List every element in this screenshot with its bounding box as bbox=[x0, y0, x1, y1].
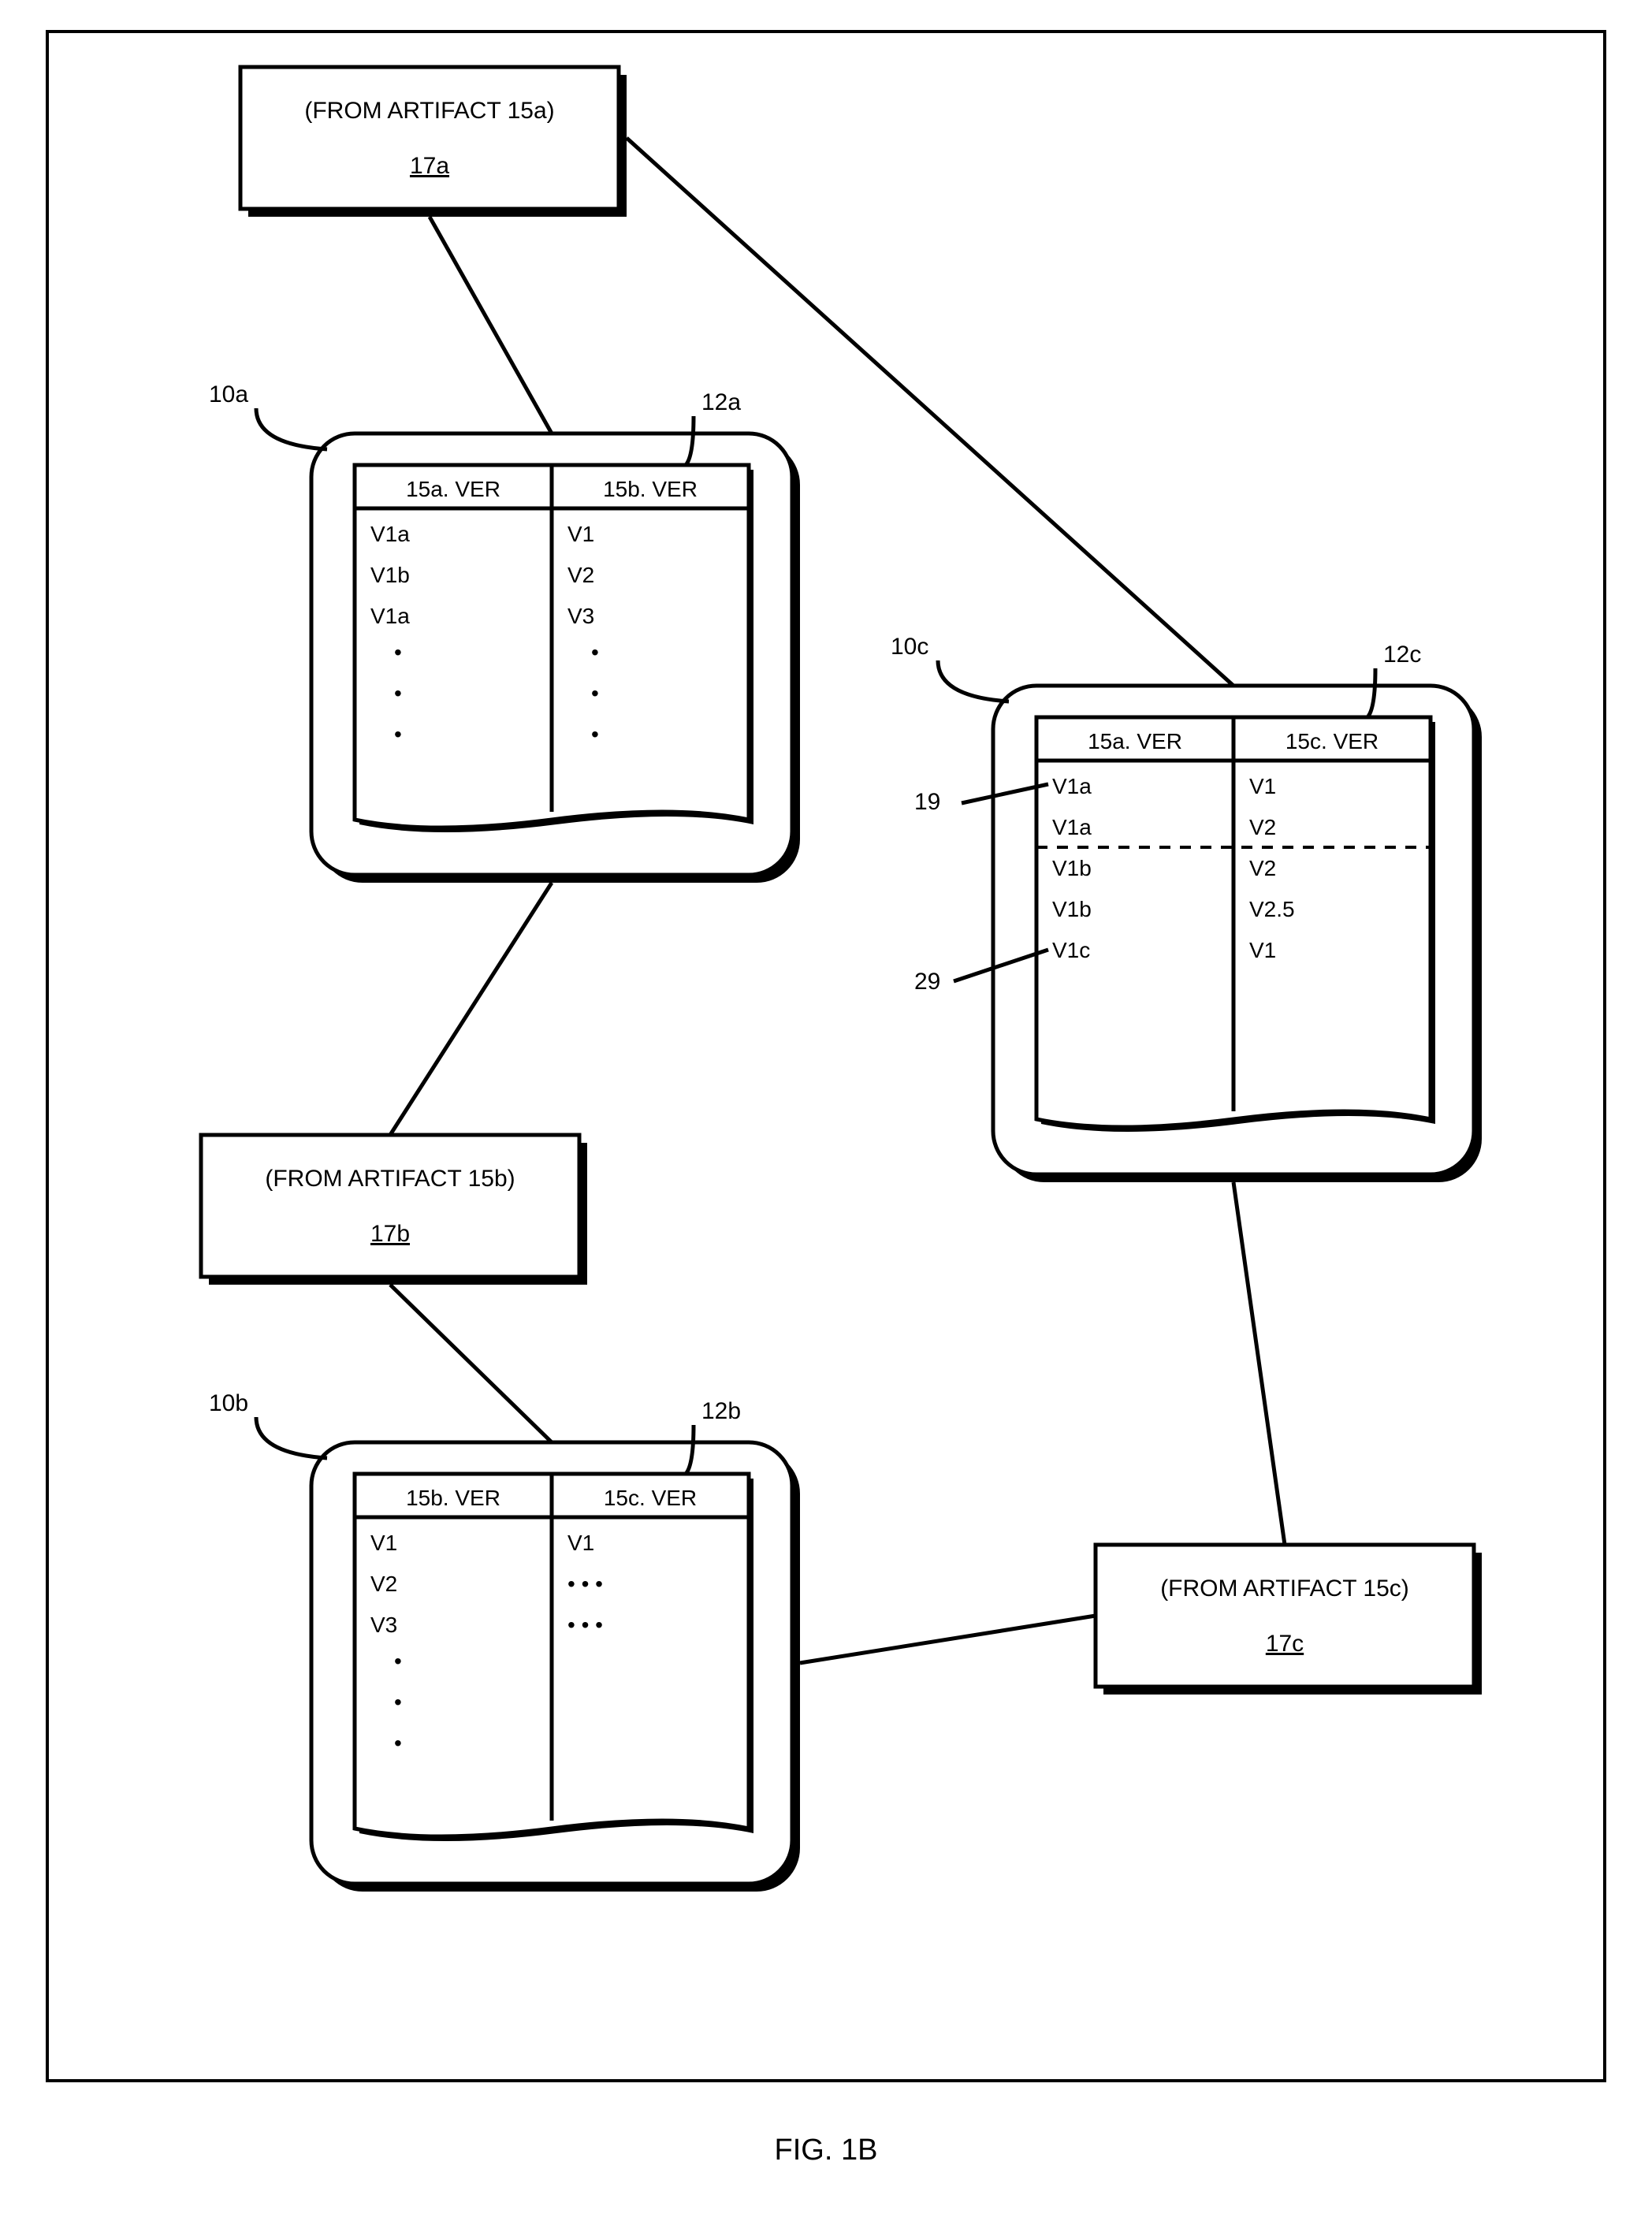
svg-text:V1c: V1c bbox=[1052, 938, 1090, 962]
svg-text:15b. VER: 15b. VER bbox=[406, 1486, 500, 1510]
edge bbox=[430, 217, 552, 433]
artifact-box-b: (FROM ARTIFACT 15b) 17b bbox=[201, 1135, 587, 1285]
table-c: 15a. VER 15c. VER V1a V1a V1b V1b V1c V1 V2 V2 V2.… bbox=[1036, 717, 1435, 1132]
svg-text:15a. VER: 15a. VER bbox=[1088, 729, 1182, 753]
svg-text:V1a: V1a bbox=[1052, 815, 1092, 839]
artifact-box-a: (FROM ARTIFACT 15a) 17a bbox=[240, 67, 627, 217]
svg-text:V1b: V1b bbox=[370, 563, 410, 587]
svg-text:12b: 12b bbox=[701, 1398, 741, 1424]
svg-text:V1: V1 bbox=[1249, 938, 1276, 962]
svg-text:V2: V2 bbox=[370, 1572, 397, 1596]
svg-text:•: • bbox=[394, 1690, 402, 1714]
svg-text:V2: V2 bbox=[1249, 815, 1276, 839]
table-a: 15a. VER 15b. VER V1a V1b V1a • • • V1 V2 V3 • • • bbox=[355, 465, 753, 832]
edge bbox=[800, 1616, 1096, 1663]
svg-text:V2.5: V2.5 bbox=[1249, 897, 1295, 921]
svg-text:V1: V1 bbox=[567, 1531, 594, 1555]
svg-text:•: • bbox=[394, 1731, 402, 1755]
svg-text:10b: 10b bbox=[209, 1390, 248, 1416]
svg-text:19: 19 bbox=[914, 789, 940, 815]
svg-text:(FROM ARTIFACT 15c): (FROM ARTIFACT 15c) bbox=[1160, 1576, 1409, 1602]
svg-text:(FROM ARTIFACT 15a): (FROM ARTIFACT 15a) bbox=[304, 98, 554, 124]
svg-text:• • •: • • • bbox=[567, 1572, 603, 1596]
svg-text:V1a: V1a bbox=[370, 604, 410, 628]
svg-text:17b: 17b bbox=[370, 1221, 410, 1247]
edge bbox=[390, 883, 552, 1135]
svg-text:17a: 17a bbox=[410, 153, 449, 179]
svg-text:29: 29 bbox=[914, 969, 940, 995]
svg-text:•: • bbox=[591, 722, 599, 746]
svg-text:V3: V3 bbox=[567, 604, 594, 628]
artifact-box-c: (FROM ARTIFACT 15c) 17c bbox=[1096, 1545, 1482, 1695]
svg-text:15c. VER: 15c. VER bbox=[1286, 729, 1379, 753]
svg-text:V1: V1 bbox=[370, 1531, 397, 1555]
svg-text:FIG. 1B: FIG. 1B bbox=[775, 2134, 878, 2167]
svg-text:• • •: • • • bbox=[567, 1613, 603, 1637]
table-b: 15b. VER 15c. VER V1 V2 V3 • • • V1 • • • • • • bbox=[355, 1474, 753, 1841]
svg-text:15c. VER: 15c. VER bbox=[604, 1486, 697, 1510]
svg-text:•: • bbox=[394, 640, 402, 664]
svg-text:V1: V1 bbox=[567, 522, 594, 546]
svg-text:(FROM ARTIFACT 15b): (FROM ARTIFACT 15b) bbox=[265, 1166, 515, 1192]
svg-text:10a: 10a bbox=[209, 381, 248, 407]
svg-text:V1: V1 bbox=[1249, 774, 1276, 798]
svg-text:V1b: V1b bbox=[1052, 856, 1092, 880]
svg-text:V1a: V1a bbox=[370, 522, 410, 546]
svg-text:V1a: V1a bbox=[1052, 774, 1092, 798]
svg-text:V3: V3 bbox=[370, 1613, 397, 1637]
svg-text:17c: 17c bbox=[1266, 1631, 1304, 1657]
svg-text:•: • bbox=[591, 681, 599, 705]
svg-text:•: • bbox=[591, 640, 599, 664]
svg-text:•: • bbox=[394, 681, 402, 705]
svg-text:•: • bbox=[394, 1649, 402, 1673]
edge bbox=[1233, 1182, 1285, 1545]
svg-text:•: • bbox=[394, 722, 402, 746]
svg-text:12c: 12c bbox=[1383, 642, 1421, 668]
svg-text:V1b: V1b bbox=[1052, 897, 1092, 921]
svg-text:15b. VER: 15b. VER bbox=[603, 477, 698, 501]
svg-text:12a: 12a bbox=[701, 389, 741, 415]
svg-text:V2: V2 bbox=[1249, 856, 1276, 880]
svg-text:15a. VER: 15a. VER bbox=[406, 477, 500, 501]
svg-text:V2: V2 bbox=[567, 563, 594, 587]
edge bbox=[390, 1285, 552, 1442]
svg-text:10c: 10c bbox=[891, 634, 928, 660]
